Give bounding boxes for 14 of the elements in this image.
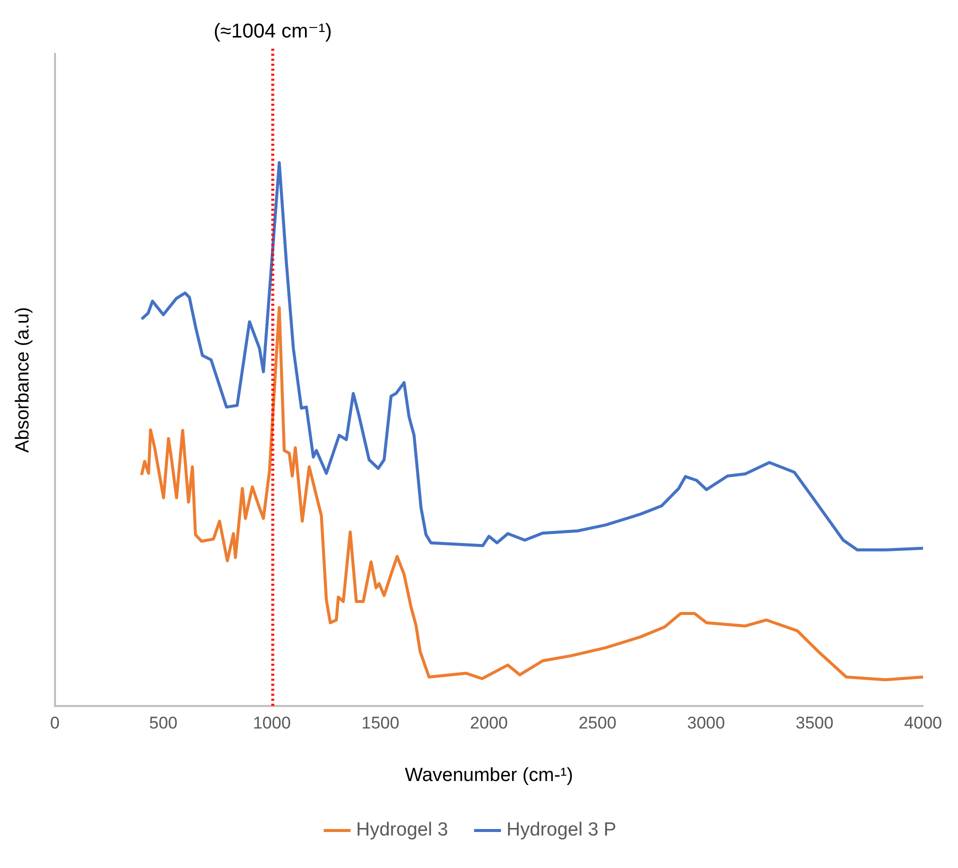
x-tick-label: 1500: [361, 714, 400, 733]
y-axis-title: Absorbance (a.u): [12, 307, 34, 453]
x-tick-label: 500: [149, 714, 178, 733]
legend-label: Hydrogel 3: [356, 820, 448, 841]
x-tick-label: 1000: [252, 714, 291, 733]
x-tick-label: 4000: [904, 714, 942, 733]
x-axis-title: Wavenumber (cm-¹): [404, 764, 574, 786]
ref-line-label: (≈1004 cm⁻¹): [214, 20, 332, 43]
x-tick-label: 0: [50, 714, 60, 733]
x-tick-label: 2500: [578, 714, 616, 733]
x-tick-label: 3500: [796, 714, 834, 733]
legend-label: Hydrogel 3 P: [506, 820, 616, 841]
x-tick-label: 2000: [470, 714, 508, 733]
x-tick-label: 3000: [687, 714, 725, 733]
